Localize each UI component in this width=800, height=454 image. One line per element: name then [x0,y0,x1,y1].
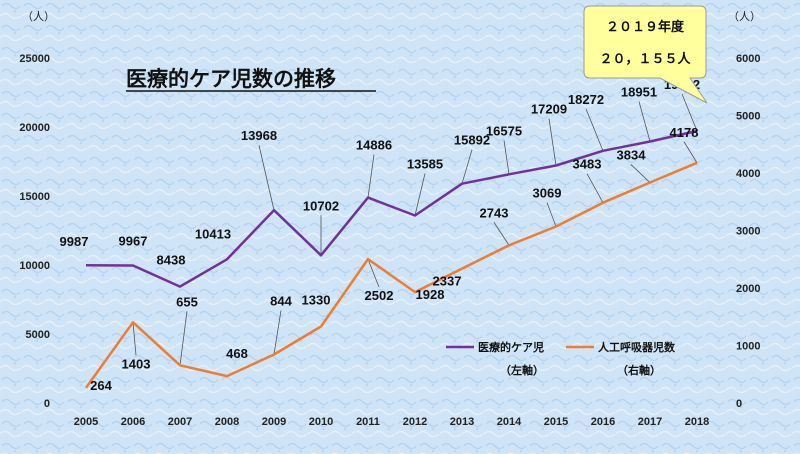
x-tick-2005: 2005 [74,416,98,428]
x-tick-2018: 2018 [685,416,709,428]
x-tick-2010: 2010 [309,416,333,428]
leader-1-2006 [132,322,137,356]
right-tick-5: 5000 [736,111,760,123]
left-tick-0: 0 [44,398,50,410]
callout-line-year: ２０１９年度 [606,19,685,35]
data-label-care-2006: 9967 [119,233,148,248]
legend: 医療的ケア児 （左軸） 人工呼吸器児数 （右軸） [446,340,676,377]
callout-line-total: ２０，１５５人 [599,51,691,67]
data-label-care-2015: 17209 [531,102,567,117]
data-label-care-2014: 16575 [486,123,522,138]
right-tick-1: 1000 [736,341,760,353]
data-label-care-2013: 15892 [454,133,490,148]
data-label-care-2009: 13968 [241,128,277,143]
data-label-care-2010: 10702 [303,198,339,213]
leader-0-2015 [548,118,557,166]
x-tick-2016: 2016 [591,416,615,428]
chart-title-group: 医療的ケア児数の推移 [126,67,376,92]
leader-0-2013 [461,149,473,184]
leader-0-2012 [414,173,426,216]
leader-0-2018 [681,93,698,132]
x-tick-2007: 2007 [168,416,192,428]
data-label-vent-2006: 1403 [122,356,151,371]
x-tick-2013: 2013 [450,416,474,428]
x-tick-2015: 2015 [544,416,568,428]
series-line-1 [84,161,698,389]
left-tick-2: 10000 [19,260,50,272]
data-label-care-2011: 14886 [356,138,392,153]
leader-0-2014 [503,140,510,175]
data-label-vent-2007: 655 [176,294,198,309]
right-axis-ticks: 0 1000 2000 3000 4000 5000 6000 [736,53,760,410]
data-label-vent-2012: 1928 [416,287,445,302]
leader-1-2015 [546,202,557,227]
leader-1-2017 [630,164,651,183]
data-label-vent-2015: 3069 [533,186,562,201]
left-axis-unit: （人） [22,10,55,23]
left-tick-5: 25000 [19,53,50,65]
right-tick-0: 0 [736,398,742,410]
data-label-vent-2010: 1330 [302,293,331,308]
x-tick-2008: 2008 [215,416,239,428]
data-label-vent-2011: 2502 [365,288,394,303]
callout-bubble [583,5,708,104]
right-tick-4: 4000 [736,168,760,180]
data-label-vent-2014: 2743 [480,205,509,220]
right-tick-6: 6000 [736,53,760,65]
data-label-vent-2009: 844 [270,293,292,308]
data-label-care-2012: 13585 [407,157,443,172]
legend-axis-right: （右軸） [617,363,661,377]
data-label-care-2016: 18272 [568,92,604,107]
leader-1-2016 [586,173,604,203]
x-tick-2014: 2014 [497,416,522,428]
x-tick-2011: 2011 [356,416,380,428]
leader-1-2014 [493,222,510,246]
left-tick-1: 5000 [26,329,50,341]
leader-0-2017 [638,101,651,142]
data-label-vent-2018: 4178 [670,125,699,140]
leader-0-2009 [258,145,275,211]
left-axis-ticks: 0 5000 10000 15000 20000 25000 [19,53,50,410]
x-tick-2009: 2009 [262,416,286,428]
right-axis-unit: （人） [728,10,761,23]
data-label-care-2017: 18951 [621,84,657,99]
data-label-care-2008: 10413 [195,226,231,241]
x-tick-2012: 2012 [403,416,427,428]
leader-1-2018 [683,141,698,163]
callout-2019: ２０１９年度 ２０，１５５人 [583,5,708,104]
data-labels: 9987 9967 8438 10413 13968 10702 14886 13585 158… [60,77,701,393]
x-axis-ticks: 2005 2006 2007 2008 2009 2010 2011 2012 2013 2014… [74,416,709,428]
right-tick-2: 2000 [736,283,760,295]
data-label-vent-2013: 2337 [433,274,462,289]
series-line-0 [85,129,698,288]
series-lines [84,129,698,389]
legend-label-care-children: 医療的ケア児 [478,340,544,354]
leader-1-2011 [367,258,380,288]
x-tick-2006: 2006 [121,416,145,428]
left-tick-4: 20000 [19,122,50,134]
leader-1-2009 [273,310,282,355]
legend-label-ventilator-children: 人工呼吸器児数 [598,340,676,354]
legend-axis-left: （左軸） [500,363,544,377]
data-label-care-2007: 8438 [157,253,186,268]
data-label-care-2005: 9987 [60,234,89,249]
leader-1-2007 [179,311,188,366]
data-label-vent-2016: 3483 [573,157,602,172]
data-label-leaders [132,93,698,366]
right-tick-3: 3000 [736,226,760,238]
chart-title: 医療的ケア児数の推移 [126,67,336,91]
x-tick-2017: 2017 [638,416,662,428]
leader-0-2011 [367,154,375,198]
data-label-vent-2005: 264 [90,378,112,393]
leader-0-2016 [585,108,604,151]
data-label-vent-2008: 468 [226,346,248,361]
data-label-vent-2017: 3834 [617,148,647,163]
left-tick-3: 15000 [19,191,50,203]
